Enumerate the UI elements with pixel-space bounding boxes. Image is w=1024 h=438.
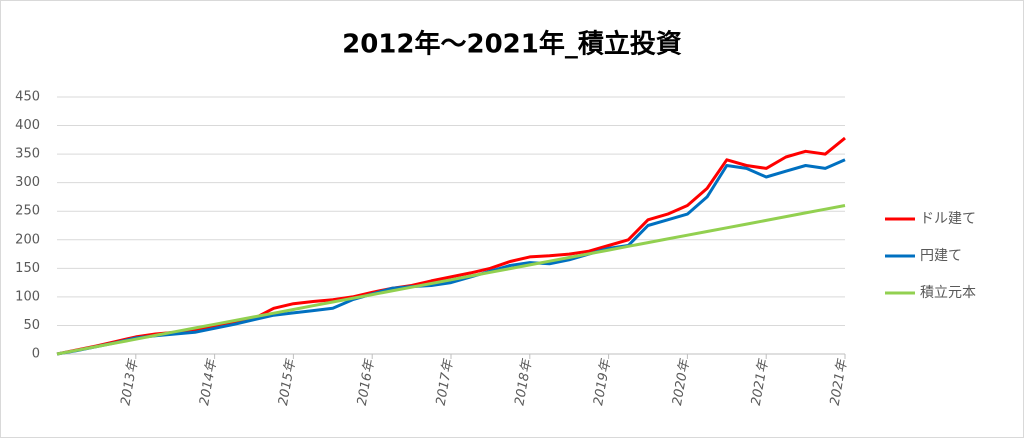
y-tick-label: 350 xyxy=(15,147,40,162)
y-tick-label: 300 xyxy=(15,175,40,190)
y-tick-label: 50 xyxy=(23,318,40,333)
legend-label: 円建て xyxy=(920,248,962,264)
y-tick-label: 400 xyxy=(15,118,40,133)
y-tick-label: 200 xyxy=(15,232,40,247)
series-line xyxy=(56,136,846,356)
legend-label: ドル建て xyxy=(920,211,976,227)
legend-label: 積立元本 xyxy=(920,285,976,301)
y-tick-label: 150 xyxy=(15,261,40,276)
y-tick-label: 450 xyxy=(15,90,40,105)
chart-title: 2012年～2021年_積立投資 xyxy=(342,29,682,60)
y-tick-label: 250 xyxy=(15,204,40,219)
series-line xyxy=(56,158,846,356)
y-tick-label: 100 xyxy=(15,289,40,304)
series-line xyxy=(56,204,846,356)
y-tick-label: 0 xyxy=(32,347,40,362)
